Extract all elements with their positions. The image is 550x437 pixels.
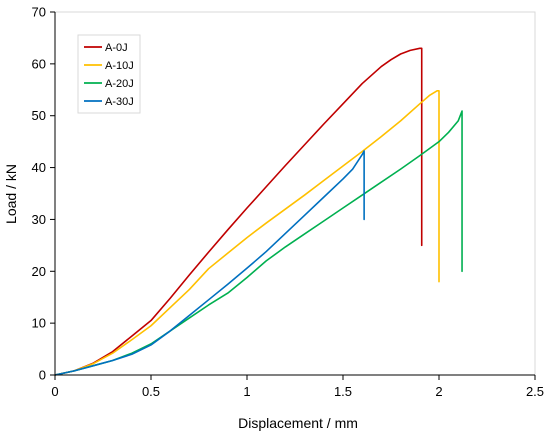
x-tick-label: 1.5 (334, 384, 352, 399)
legend-label: A-20J (105, 78, 134, 90)
y-tick-label: 30 (32, 212, 46, 227)
x-tick-label: 0.5 (142, 384, 160, 399)
legend-label: A-30J (105, 96, 134, 108)
y-axis-title: Load / kN (3, 164, 19, 224)
series-line-a-30j (54, 150, 365, 376)
series-line-a-20j (54, 110, 463, 376)
x-tick-label: 1 (243, 384, 250, 399)
legend-label: A-0J (105, 42, 128, 54)
x-tick-label: 2 (435, 384, 442, 399)
series-line-a-0j (54, 47, 423, 376)
legend-label: A-10J (105, 60, 134, 72)
y-tick-label: 60 (32, 56, 46, 71)
y-tick-label: 70 (32, 5, 46, 20)
x-tick-label: 2.5 (526, 384, 544, 399)
y-tick-label: 50 (32, 108, 46, 123)
x-tick-label: 0 (51, 384, 58, 399)
legend: A-0J A-10J A-20J A-30J (77, 34, 141, 114)
series-line-a-10j (54, 90, 440, 376)
y-tick-label: 20 (32, 264, 46, 279)
legend-box (77, 34, 141, 114)
y-tick-label: 0 (39, 368, 46, 383)
x-axis-title: Displacement / mm (238, 415, 358, 431)
y-tick-label: 10 (32, 316, 46, 331)
y-tick-label: 40 (32, 160, 46, 175)
